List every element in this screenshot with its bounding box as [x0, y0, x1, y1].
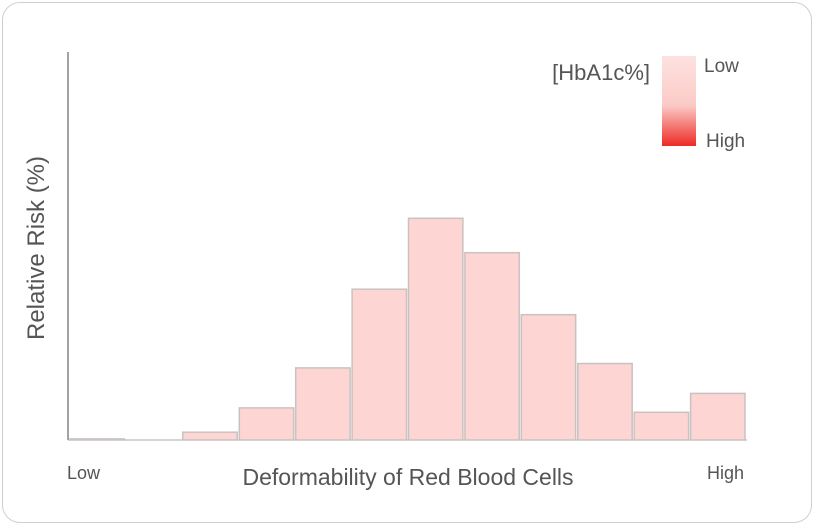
bar-9 [520, 313, 577, 441]
legend-low-label: Low [704, 56, 739, 77]
bar-10 [577, 362, 633, 441]
y-axis-label: Relative Risk (%) [23, 156, 50, 340]
bar-7 [407, 217, 464, 441]
bar-11 [633, 411, 690, 441]
x-axis-label: Deformability of Red Blood Cells [242, 464, 573, 490]
legend-high-label: High [706, 131, 745, 152]
bar-1 [69, 438, 126, 441]
x-tick-high: High [707, 463, 744, 483]
bars-group [69, 217, 746, 441]
bar-5 [294, 367, 351, 441]
bar-6 [351, 288, 408, 441]
legend-title: [HbA1c%] [552, 60, 650, 85]
bar-8 [464, 251, 521, 441]
bar-4 [238, 407, 295, 441]
legend: [HbA1c%] Low High [552, 56, 745, 152]
x-tick-low: Low [67, 463, 101, 483]
legend-color-scale [662, 56, 696, 146]
bar-12 [689, 392, 746, 441]
bar-3 [182, 431, 238, 441]
